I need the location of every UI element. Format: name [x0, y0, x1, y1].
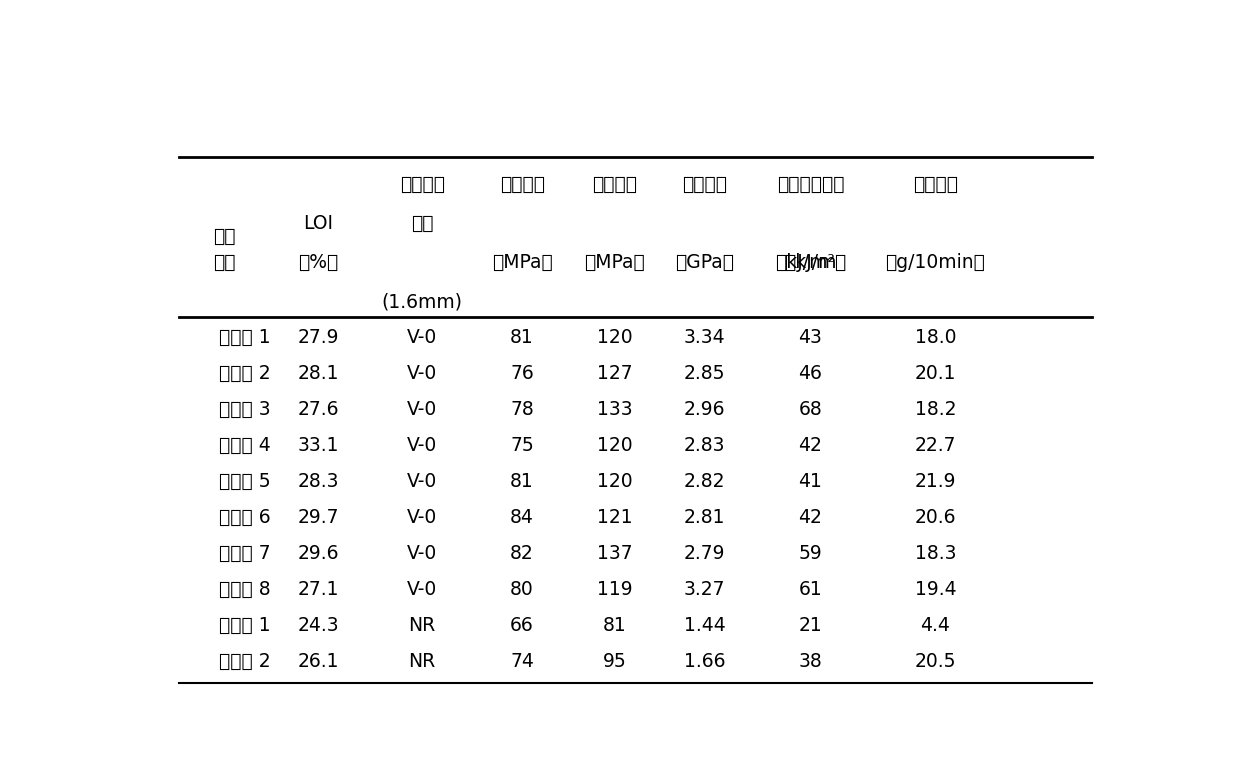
Text: （MPa）: （MPa）: [584, 253, 645, 272]
Text: （MPa）: （MPa）: [492, 253, 553, 272]
Text: 78: 78: [510, 400, 534, 419]
Text: 比较例 1: 比较例 1: [219, 615, 272, 635]
Text: 46: 46: [799, 364, 822, 383]
Text: 33.1: 33.1: [298, 436, 339, 455]
Text: 82: 82: [510, 543, 534, 563]
Text: 拉伸强度: 拉伸强度: [500, 174, 544, 194]
Text: 等级: 等级: [410, 213, 434, 233]
Text: 84: 84: [510, 508, 534, 527]
Text: 18.0: 18.0: [915, 328, 956, 347]
Text: NR: NR: [408, 651, 435, 671]
Text: LOI: LOI: [304, 213, 334, 233]
Text: 缺口冲击强度: 缺口冲击强度: [776, 174, 844, 194]
Text: 2.85: 2.85: [684, 364, 725, 383]
Text: 120: 120: [596, 472, 632, 491]
Text: V-0: V-0: [407, 472, 438, 491]
Text: 42: 42: [799, 436, 822, 455]
Text: （g/10min）: （g/10min）: [885, 253, 986, 272]
Text: 21: 21: [799, 615, 822, 635]
Text: 81: 81: [510, 472, 534, 491]
Text: 26.1: 26.1: [298, 651, 339, 671]
Text: 2.82: 2.82: [684, 472, 725, 491]
Text: 74: 74: [510, 651, 534, 671]
Text: 27.6: 27.6: [298, 400, 339, 419]
Text: 27.9: 27.9: [298, 328, 339, 347]
Text: 137: 137: [596, 543, 632, 563]
Text: 项目: 项目: [213, 253, 236, 272]
Text: 3.34: 3.34: [684, 328, 725, 347]
Text: 68: 68: [799, 400, 822, 419]
Text: （kJ/m: （kJ/m: [784, 253, 837, 272]
Text: 1.44: 1.44: [683, 615, 725, 635]
Text: NR: NR: [408, 615, 435, 635]
Text: 24.3: 24.3: [298, 615, 340, 635]
Text: 120: 120: [596, 436, 632, 455]
Text: 22.7: 22.7: [915, 436, 956, 455]
Text: 59: 59: [799, 543, 822, 563]
Text: 95: 95: [603, 651, 626, 671]
Text: V-0: V-0: [407, 364, 438, 383]
Text: 28.3: 28.3: [298, 472, 339, 491]
Text: (1.6mm): (1.6mm): [382, 292, 463, 311]
Text: 41: 41: [799, 472, 822, 491]
Text: 弯曲强度: 弯曲强度: [591, 174, 637, 194]
Text: 28.1: 28.1: [298, 364, 339, 383]
Text: 38: 38: [799, 651, 822, 671]
Text: 81: 81: [603, 615, 626, 635]
Text: 项目: 项目: [213, 228, 236, 246]
Text: 120: 120: [596, 328, 632, 347]
Text: （kJ/m²）: （kJ/m²）: [775, 253, 846, 272]
Text: 实施例 5: 实施例 5: [219, 472, 272, 491]
Text: 弯曲模量: 弯曲模量: [682, 174, 727, 194]
Text: 27.1: 27.1: [298, 579, 339, 599]
Text: 2.81: 2.81: [684, 508, 725, 527]
Text: 61: 61: [799, 579, 822, 599]
Text: 实施例 2: 实施例 2: [219, 364, 272, 383]
Text: 4.4: 4.4: [920, 615, 950, 635]
Text: （GPa）: （GPa）: [676, 253, 734, 272]
Text: 20.1: 20.1: [915, 364, 956, 383]
Text: 19.4: 19.4: [915, 579, 956, 599]
Text: 18.3: 18.3: [915, 543, 956, 563]
Text: 实施例 7: 实施例 7: [219, 543, 272, 563]
Text: 实施例 6: 实施例 6: [219, 508, 272, 527]
Text: 2.79: 2.79: [684, 543, 725, 563]
Text: V-0: V-0: [407, 579, 438, 599]
Text: 实施例 3: 实施例 3: [219, 400, 272, 419]
Text: 121: 121: [596, 508, 632, 527]
Text: 29.7: 29.7: [298, 508, 339, 527]
Text: 133: 133: [596, 400, 632, 419]
Text: 2.96: 2.96: [684, 400, 725, 419]
Text: V-0: V-0: [407, 508, 438, 527]
Text: 实施例 8: 实施例 8: [219, 579, 272, 599]
Text: 80: 80: [510, 579, 534, 599]
Text: 21.9: 21.9: [915, 472, 956, 491]
Text: 66: 66: [510, 615, 534, 635]
Text: 2.83: 2.83: [684, 436, 725, 455]
Text: V-0: V-0: [407, 436, 438, 455]
Text: 燕融指数: 燕融指数: [913, 174, 957, 194]
Text: 43: 43: [799, 328, 822, 347]
Text: 垂直燃烧: 垂直燃烧: [399, 174, 445, 194]
Text: V-0: V-0: [407, 328, 438, 347]
Text: 实施例 1: 实施例 1: [219, 328, 272, 347]
Text: 实施例 4: 实施例 4: [219, 436, 272, 455]
Text: 1.66: 1.66: [684, 651, 725, 671]
Text: 81: 81: [510, 328, 534, 347]
Text: 42: 42: [799, 508, 822, 527]
Text: 20.6: 20.6: [915, 508, 956, 527]
Text: 119: 119: [596, 579, 632, 599]
Text: 75: 75: [510, 436, 534, 455]
Text: V-0: V-0: [407, 400, 438, 419]
Text: 127: 127: [596, 364, 632, 383]
Text: 29.6: 29.6: [298, 543, 339, 563]
Text: （%）: （%）: [299, 253, 339, 272]
Text: V-0: V-0: [407, 543, 438, 563]
Text: 3.27: 3.27: [684, 579, 725, 599]
Text: 比较例 2: 比较例 2: [219, 651, 272, 671]
Text: 76: 76: [510, 364, 534, 383]
Text: 20.5: 20.5: [915, 651, 956, 671]
Text: 18.2: 18.2: [915, 400, 956, 419]
